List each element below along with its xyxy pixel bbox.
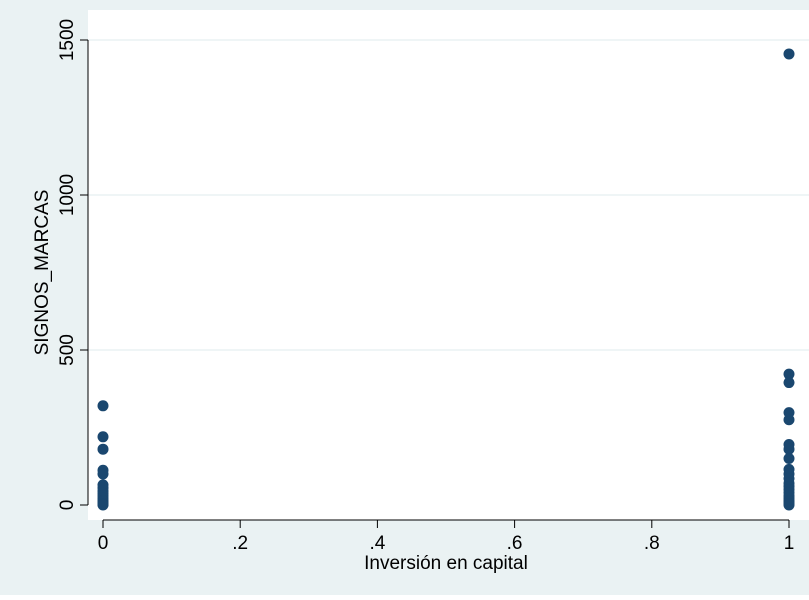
y-tick-label: 1500 — [57, 19, 78, 61]
x-tick-label: .2 — [232, 533, 248, 554]
data-point — [783, 453, 795, 464]
data-point — [783, 443, 795, 455]
data-point — [97, 468, 109, 480]
data-points — [97, 48, 795, 511]
data-point — [97, 443, 109, 455]
y-tick-label: 500 — [57, 334, 78, 366]
plot-area — [88, 10, 809, 520]
data-point — [97, 400, 109, 412]
data-point — [97, 431, 109, 443]
x-tick-label: 1 — [784, 533, 795, 554]
y-tick-label: 0 — [57, 500, 78, 511]
data-point — [97, 499, 109, 511]
x-axis: 0 .2 .4 .6 .8 1 — [98, 519, 795, 554]
y-axis: 0 500 1000 1500 — [57, 19, 89, 511]
x-tick-label: .8 — [644, 533, 660, 554]
x-tick-label: 0 — [98, 533, 109, 554]
data-point — [783, 48, 795, 60]
data-point — [783, 414, 795, 426]
y-tick-label: 1000 — [57, 174, 78, 216]
data-point — [783, 499, 795, 511]
data-point — [783, 377, 795, 389]
y-axis-title: SIGNOS_MARCAS — [32, 190, 53, 356]
x-tick-label: .4 — [369, 533, 385, 554]
x-axis-title: Inversión en capital — [364, 553, 528, 574]
x-tick-label: .6 — [507, 533, 523, 554]
data-point — [783, 368, 795, 380]
grid-lines — [88, 39, 809, 351]
